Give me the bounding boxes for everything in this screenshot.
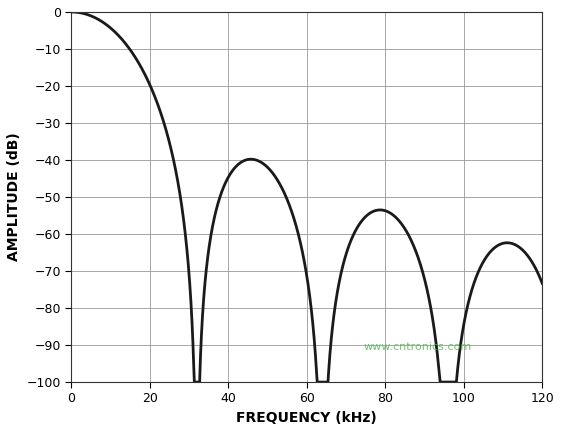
Text: www.cntronics.com: www.cntronics.com — [363, 343, 471, 353]
X-axis label: FREQUENCY (kHz): FREQUENCY (kHz) — [236, 411, 377, 425]
Y-axis label: AMPLITUDE (dB): AMPLITUDE (dB) — [7, 133, 21, 261]
